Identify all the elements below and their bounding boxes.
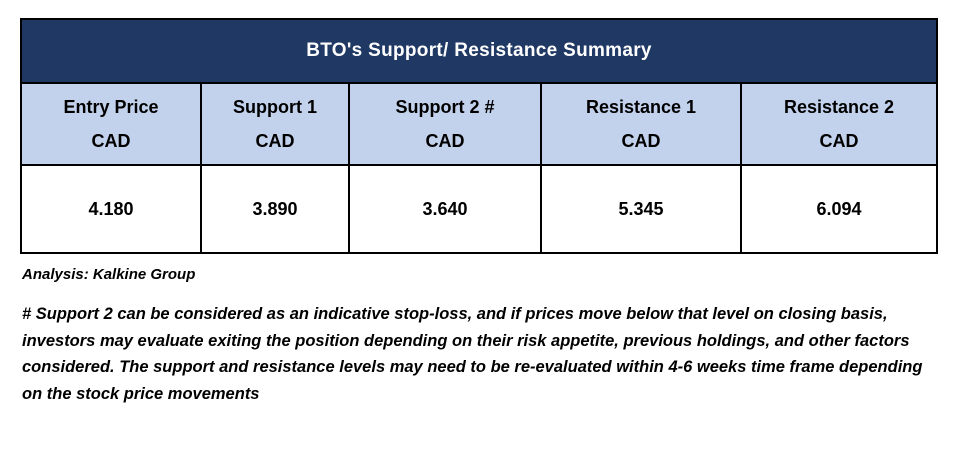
value-support-2: 3.640 <box>348 164 542 255</box>
column-label: Resistance 2 <box>783 97 895 117</box>
column-unit: CAD <box>255 131 295 152</box>
analysis-source: Analysis: Kalkine Group <box>22 266 196 284</box>
value-resistance-2: 6.094 <box>739 164 939 255</box>
column-label: Support 1 <box>233 97 317 117</box>
value-entry-price: 4.180 <box>20 164 202 255</box>
column-header-resistance-2: Resistance 2 CAD <box>739 81 939 167</box>
column-header-support-1: Support 1 CAD <box>200 81 350 167</box>
column-unit: CAD <box>621 131 661 152</box>
column-unit: CAD <box>425 131 465 152</box>
column-label: Resistance 1 <box>585 97 697 117</box>
table-title: BTO's Support/ Resistance Summary <box>19 18 939 84</box>
column-unit: CAD <box>91 131 131 152</box>
column-header-resistance-1: Resistance 1 CAD <box>540 81 742 167</box>
column-label: Entry Price <box>63 97 159 117</box>
value-resistance-1: 5.345 <box>540 164 742 255</box>
table-title-row: BTO's Support/ Resistance Summary <box>19 18 939 84</box>
table-value-row: 4.180 3.890 3.640 5.345 6.094 <box>20 164 939 255</box>
footnote: # Support 2 can be considered as an indi… <box>22 305 923 403</box>
value-support-1: 3.890 <box>200 164 350 255</box>
column-header-entry-price: Entry Price CAD <box>20 81 202 167</box>
support-resistance-table: BTO's Support/ Resistance Summary Entry … <box>19 18 939 255</box>
column-header-support-2: Support 2 # CAD <box>348 81 542 167</box>
column-unit: CAD <box>819 131 859 152</box>
table-header-row: Entry Price CAD Support 1 CAD Support 2 … <box>20 81 939 167</box>
column-label: Support 2 # <box>395 97 495 117</box>
